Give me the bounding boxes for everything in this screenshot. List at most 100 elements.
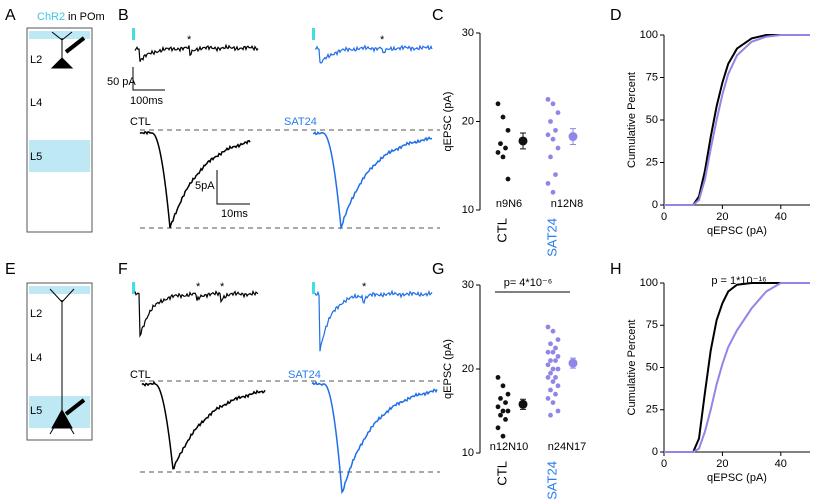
data-point xyxy=(505,127,511,133)
y-tick-label: 75 xyxy=(646,71,658,83)
data-point xyxy=(498,412,503,418)
data-point xyxy=(545,324,551,330)
scale-bar xyxy=(132,67,165,91)
pipette xyxy=(64,398,86,416)
panel-label: E xyxy=(5,261,16,278)
x-tick-label: 40 xyxy=(775,458,787,470)
x-tick-label: SAT24 xyxy=(544,218,559,257)
data-point xyxy=(505,408,511,414)
event-marker: * xyxy=(187,34,192,46)
data-point xyxy=(500,383,506,389)
y-tick-label: 25 xyxy=(646,156,658,168)
panel-label: B xyxy=(118,7,129,24)
trace xyxy=(141,380,266,470)
panel-label: F xyxy=(118,261,128,278)
n-annotation: n12N10 xyxy=(490,441,529,453)
panel-label: G xyxy=(432,261,444,278)
event-marker: * xyxy=(196,281,201,293)
y-tick-label: 100 xyxy=(640,29,658,41)
layer-label: L4 xyxy=(30,97,42,109)
data-point xyxy=(505,391,511,397)
data-point xyxy=(503,417,508,422)
chr2-label: ChR2 xyxy=(37,11,65,23)
data-point xyxy=(553,391,558,397)
layer-label: L5 xyxy=(30,151,42,163)
x-tick-label: 40 xyxy=(775,211,787,223)
y-tick-label: 20 xyxy=(462,363,474,375)
y-tick-label: 10 xyxy=(462,204,474,216)
panel-label: H xyxy=(610,261,622,278)
data-point xyxy=(553,345,558,351)
cdf-line xyxy=(664,282,810,453)
data-point xyxy=(500,433,506,439)
data-point xyxy=(500,114,506,120)
data-point xyxy=(553,172,558,178)
data-point xyxy=(500,408,506,414)
data-point xyxy=(503,145,508,151)
scale-label: 10ms xyxy=(221,208,248,220)
data-point xyxy=(500,154,506,160)
data-point xyxy=(550,136,556,142)
trace xyxy=(311,380,438,495)
data-point xyxy=(548,119,553,124)
data-point xyxy=(555,354,561,359)
neuron xyxy=(49,288,75,435)
data-point xyxy=(495,425,501,431)
data-point xyxy=(503,400,508,405)
data-point xyxy=(548,370,553,376)
trace xyxy=(312,130,432,231)
data-point xyxy=(553,375,558,380)
data-point xyxy=(548,341,553,347)
data-point xyxy=(545,375,551,380)
data-point xyxy=(495,101,501,107)
mean-point xyxy=(568,132,578,142)
event-marker: * xyxy=(220,281,225,293)
trace-label: CTL xyxy=(130,116,151,128)
n-annotation: n9N6 xyxy=(496,198,522,210)
event-marker: * xyxy=(380,34,385,46)
trace-label: SAT24 xyxy=(288,369,321,381)
data-point xyxy=(555,408,561,414)
data-point xyxy=(555,337,561,342)
data-point xyxy=(545,181,551,186)
data-point xyxy=(548,358,553,363)
data-point xyxy=(545,362,551,368)
x-tick-label: SAT24 xyxy=(544,461,559,500)
data-point xyxy=(495,150,501,155)
y-tick-label: 20 xyxy=(462,115,474,127)
pom-label: in POm xyxy=(68,11,105,23)
x-axis-label: qEPSC (pA) xyxy=(707,472,767,484)
data-point xyxy=(550,379,556,384)
panel-label: C xyxy=(432,7,444,24)
data-point xyxy=(553,358,558,363)
trace xyxy=(134,289,259,338)
data-point xyxy=(550,349,556,355)
y-axis-label: Cumulative Percent xyxy=(626,320,638,416)
cdf-line xyxy=(664,34,810,206)
scale-label: 5pA xyxy=(195,180,215,192)
data-point xyxy=(548,154,553,160)
layer-label: L4 xyxy=(30,352,42,364)
y-axis-label: Cumulative Percent xyxy=(626,72,638,168)
y-axis-label: qEPSC (pA) xyxy=(442,92,454,152)
y-tick-label: 75 xyxy=(646,319,658,331)
x-tick-label: 0 xyxy=(661,458,667,470)
trace xyxy=(139,130,251,229)
trace xyxy=(134,43,259,62)
data-point xyxy=(495,375,501,380)
data-point xyxy=(545,96,551,102)
mean-point xyxy=(518,399,528,409)
trace xyxy=(314,44,433,64)
panel-label: D xyxy=(610,7,622,24)
cdf-line xyxy=(664,34,810,206)
y-tick-label: 0 xyxy=(652,199,658,211)
y-axis-label: qEPSC (pA) xyxy=(442,339,454,399)
data-point xyxy=(545,349,551,355)
n-annotation: n24N17 xyxy=(548,441,587,453)
neuron xyxy=(50,31,74,69)
data-point xyxy=(498,396,503,401)
panel-label: A xyxy=(5,7,16,24)
pipette xyxy=(64,36,86,54)
